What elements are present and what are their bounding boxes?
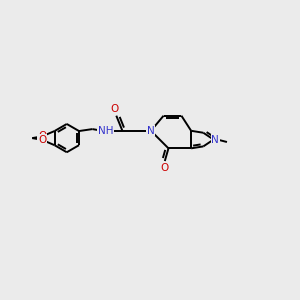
Text: O: O xyxy=(161,163,169,172)
Text: N: N xyxy=(211,135,219,145)
Text: N: N xyxy=(147,126,155,136)
Text: O: O xyxy=(38,135,46,145)
Text: NH: NH xyxy=(98,126,114,136)
Text: O: O xyxy=(111,104,119,114)
Text: O: O xyxy=(38,131,46,141)
